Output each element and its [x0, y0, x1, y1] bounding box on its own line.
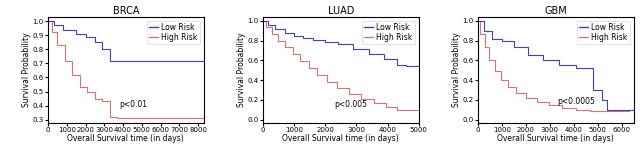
Text: p<0.01: p<0.01: [119, 100, 147, 109]
Title: GBM: GBM: [545, 6, 567, 16]
X-axis label: Overall Survival time (in days): Overall Survival time (in days): [497, 134, 614, 143]
Legend: Low Risk, High Risk: Low Risk, High Risk: [147, 21, 200, 44]
X-axis label: Overall Survival time (in days): Overall Survival time (in days): [282, 134, 399, 143]
Text: p<0.005: p<0.005: [335, 100, 367, 109]
Legend: Low Risk, High Risk: Low Risk, High Risk: [577, 21, 630, 44]
Y-axis label: Survival Probability: Survival Probability: [22, 32, 31, 107]
X-axis label: Overall Survival time (in days): Overall Survival time (in days): [67, 134, 184, 143]
Y-axis label: Survival Probability: Survival Probability: [237, 32, 246, 107]
Y-axis label: Survival Probability: Survival Probability: [452, 32, 461, 107]
Title: BRCA: BRCA: [113, 6, 139, 16]
Title: LUAD: LUAD: [328, 6, 354, 16]
Legend: Low Risk, High Risk: Low Risk, High Risk: [362, 21, 415, 44]
Text: p<0.0005: p<0.0005: [557, 97, 595, 106]
